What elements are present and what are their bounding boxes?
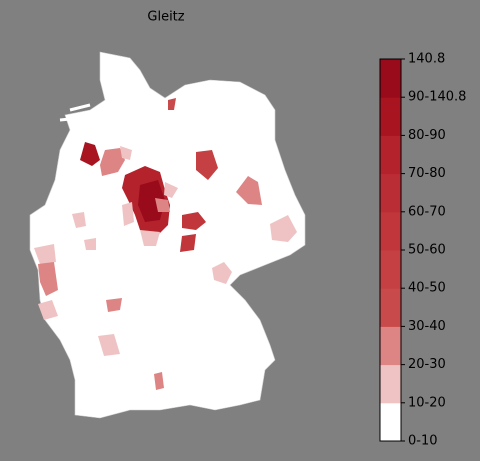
region [168, 98, 176, 110]
colorbar-label: 70-80 [408, 166, 446, 181]
colorbar-segment [380, 326, 401, 366]
region [180, 234, 196, 252]
region [212, 262, 232, 284]
region [38, 262, 58, 296]
colorbar-label: 40-50 [408, 281, 446, 296]
region [120, 146, 132, 160]
colorbar-segment [380, 97, 401, 136]
colorbar-label: 20-30 [408, 357, 446, 372]
colorbar-segment [380, 250, 401, 289]
region [182, 212, 206, 230]
region [236, 176, 262, 205]
colorbar-segment [380, 59, 401, 98]
colorbar-label: 80-90 [408, 128, 446, 143]
region [164, 182, 178, 198]
germany-map [29, 51, 306, 419]
colorbar-label: 50-60 [408, 243, 446, 258]
region [106, 298, 122, 312]
region [84, 238, 96, 250]
colorbar-segment [380, 288, 401, 327]
islands [59, 103, 91, 122]
region [270, 215, 297, 242]
colorbar-segment [380, 364, 401, 404]
colorbar-segment [380, 402, 401, 442]
region [80, 142, 100, 166]
map-title: Gleitz [147, 10, 184, 25]
country-outline [29, 51, 306, 419]
colorbar-label: 30-40 [408, 319, 446, 334]
colorbar-label: 90-140.8 [408, 90, 466, 105]
region [34, 244, 56, 264]
colorbar-label: 140.8 [408, 52, 445, 67]
colorbar-segment [380, 135, 401, 175]
region [98, 334, 120, 356]
colorbar-label: 0-10 [408, 434, 438, 449]
colorbar-label: 60-70 [408, 204, 446, 219]
region [140, 230, 160, 246]
region [72, 212, 86, 228]
region [196, 150, 218, 180]
region [38, 300, 58, 320]
region [122, 202, 134, 226]
colorbar-segment [380, 173, 401, 213]
colorbar: 0-10 10-20 20-30 30-40 40-50 50-60 60-70 70-80 8… [379, 52, 466, 449]
colorbar-label: 10-20 [408, 395, 446, 410]
region [100, 148, 125, 176]
region [155, 198, 170, 212]
region [154, 372, 164, 390]
colorbar-segment [380, 211, 401, 251]
